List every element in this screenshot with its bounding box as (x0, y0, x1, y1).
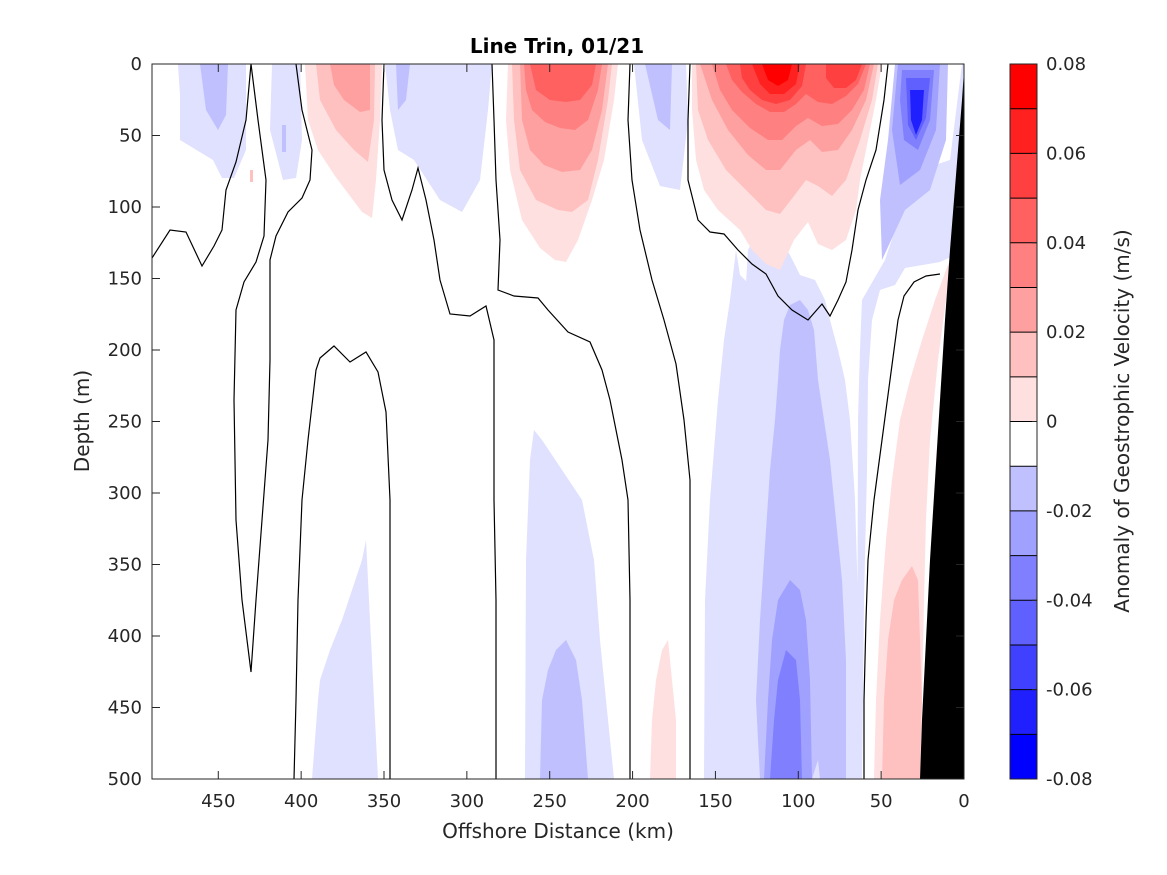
y-tick-label: 350 (108, 555, 142, 576)
neg-region-deep-370km (312, 540, 378, 779)
colorbar-tick-label: 0.06 (1046, 143, 1086, 164)
y-tick-label: 150 (108, 269, 142, 290)
neg-region-far-offshore-core (200, 64, 228, 130)
y-tick-label: 50 (119, 126, 142, 147)
neg-region-345km (385, 64, 492, 212)
zero-contour-155km (687, 64, 889, 321)
colorbar-tick-label: -0.08 (1046, 769, 1093, 790)
x-tick-label: 400 (284, 791, 318, 812)
colorbar-band (1010, 600, 1037, 646)
colorbar-band (1010, 421, 1037, 467)
colorbar-band (1010, 376, 1037, 422)
colorbar-band (1010, 689, 1037, 735)
colorbar-band (1010, 198, 1037, 244)
y-tick-label: 300 (108, 483, 142, 504)
chart-title: Line Trin, 01/21 (470, 34, 644, 58)
colorbar-tick-label: 0.04 (1046, 233, 1086, 254)
colorbar-tick-label: -0.06 (1046, 680, 1093, 701)
colorbar-band (1010, 153, 1037, 199)
zero-contour-260km (491, 64, 631, 779)
zero-contours (152, 64, 941, 779)
neg-region-nearshore-slope (857, 64, 964, 779)
pos-region-240km-core3 (530, 64, 596, 102)
neg-region-far-offshore (178, 64, 246, 178)
zero-contour-345km (381, 64, 497, 779)
colorbar-band (1010, 108, 1037, 154)
x-tick-label: 300 (450, 791, 484, 812)
zero-contour-offshore-spike (233, 64, 313, 673)
x-tick-label: 150 (698, 791, 732, 812)
colorbar-tick-label: -0.02 (1046, 501, 1093, 522)
colorbar-band (1010, 287, 1037, 333)
colorbar-band (1010, 332, 1037, 378)
neg-region-deep-centre-core2 (770, 650, 802, 779)
y-tick-label: 100 (108, 197, 142, 218)
y-tick-label: 500 (108, 769, 142, 790)
x-tick-label: 250 (533, 791, 567, 812)
y-tick-label: 450 (108, 698, 142, 719)
pos-region-370km-core (330, 64, 370, 112)
colorbar-band (1010, 466, 1037, 512)
colorbar-band (1010, 734, 1037, 780)
x-axis: 450 400 350 300 250 200 150 100 50 0 (201, 64, 970, 812)
colorbar-band (1010, 644, 1037, 691)
x-axis-label: Offshore Distance (km) (442, 819, 674, 843)
colorbar-tick-label: 0.08 (1046, 54, 1086, 75)
neg-region-185km-core (645, 64, 672, 130)
y-axis: 0 50 100 150 200 250 300 350 400 450 500 (108, 54, 964, 790)
colorbar-tick-label: -0.04 (1046, 590, 1093, 611)
bathymetry-mask (920, 70, 964, 779)
colorbar-tick-label: 0 (1046, 412, 1057, 433)
x-tick-label: 50 (870, 791, 893, 812)
neg-region-400km-core (282, 125, 286, 152)
y-tick-label: 250 (108, 412, 142, 433)
positive-anomaly-fills (250, 64, 952, 779)
y-tick-label: 0 (131, 54, 142, 75)
x-tick-label: 0 (958, 791, 969, 812)
pos-region-370km-center (250, 170, 253, 182)
zero-contour-nearshore (863, 273, 941, 779)
x-tick-label: 200 (615, 791, 649, 812)
neg-region-deep-250km-core (540, 640, 588, 779)
y-axis-label: Depth (m) (70, 370, 94, 472)
colorbar (1010, 64, 1037, 780)
colorbar-band (1010, 555, 1037, 601)
colorbar-band (1010, 510, 1037, 557)
pos-region-185km-deep (650, 640, 676, 779)
x-tick-label: 100 (781, 791, 815, 812)
neg-region-nearshore-core4 (910, 90, 924, 135)
colorbar-band (1010, 242, 1037, 288)
colorbar-tick-label: 0.02 (1046, 322, 1086, 343)
colorbar-label: Anomaly of Geostrophic Velocity (m/s) (1110, 229, 1134, 612)
plot-area (152, 64, 964, 779)
x-tick-label: 350 (367, 791, 401, 812)
neg-region-345km-core (396, 64, 410, 110)
pos-region-110km-core6 (762, 64, 792, 86)
zero-contour-400km-column (293, 345, 391, 779)
zero-contour-190km (627, 64, 691, 779)
zero-contour-offshore-left (152, 64, 252, 268)
negative-anomaly-fills (178, 64, 964, 779)
neg-region-185km (634, 64, 688, 190)
neg-region-400km (270, 64, 302, 180)
y-tick-label: 200 (108, 340, 142, 361)
y-tick-label: 400 (108, 626, 142, 647)
colorbar-ticks: 0.08 0.06 0.04 0.02 0 -0.02 -0.04 -0.06 -0.08 (1032, 54, 1093, 790)
x-tick-label: 450 (201, 791, 235, 812)
colorbar-band (1010, 64, 1037, 110)
pos-region-nearshore-deep-core (882, 566, 922, 779)
